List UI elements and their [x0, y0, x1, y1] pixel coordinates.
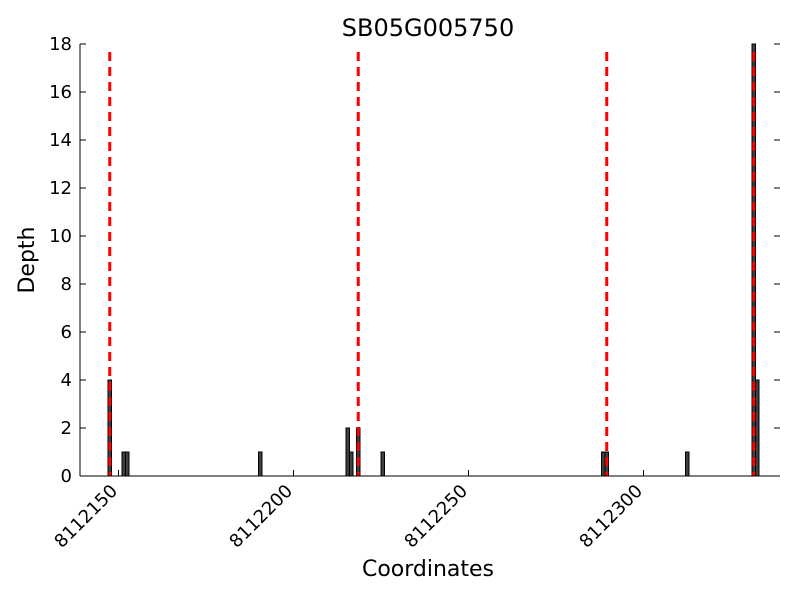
x-tick-label-0: 8112150 — [50, 481, 122, 553]
y-tick-label-5: 10 — [49, 226, 72, 247]
x-ticks-group: 8112150 8112200 8112250 8112300 — [50, 470, 647, 552]
bar-2 — [125, 451, 130, 477]
y-tick-label-0: 0 — [61, 466, 72, 487]
bar-4 — [345, 427, 350, 477]
y-tick-label-4: 8 — [61, 274, 72, 295]
chart-title: SB05G005750 — [342, 14, 514, 42]
markers-group — [108, 52, 756, 476]
y-tick-label-6: 12 — [49, 178, 72, 199]
y-tick-label-8: 16 — [49, 82, 72, 103]
bar-8 — [601, 451, 606, 477]
x-tick-label-2: 8112250 — [400, 481, 472, 553]
x-tick-label-1: 8112200 — [225, 481, 297, 553]
bar-12 — [755, 379, 760, 477]
bar-7 — [380, 451, 385, 477]
bar-3 — [258, 451, 263, 477]
bar-5 — [349, 451, 354, 477]
y-tick-label-7: 14 — [49, 130, 72, 151]
y-tick-label-1: 2 — [61, 418, 72, 439]
axes-group — [79, 44, 780, 477]
x-axis-label: Coordinates — [362, 557, 494, 582]
y-tick-label-3: 6 — [61, 322, 72, 343]
y-ticks-group: 0 2 4 6 8 10 12 14 16 18 — [49, 34, 780, 487]
y-tick-label-2: 4 — [61, 370, 72, 391]
bar-10 — [685, 451, 690, 477]
bar-11 — [751, 43, 756, 477]
y-axis-label: Depth — [15, 226, 40, 293]
y-tick-label-9: 18 — [49, 34, 72, 55]
bar-1 — [121, 451, 126, 477]
x-tick-label-3: 8112300 — [575, 481, 647, 553]
bars-group — [107, 43, 760, 477]
